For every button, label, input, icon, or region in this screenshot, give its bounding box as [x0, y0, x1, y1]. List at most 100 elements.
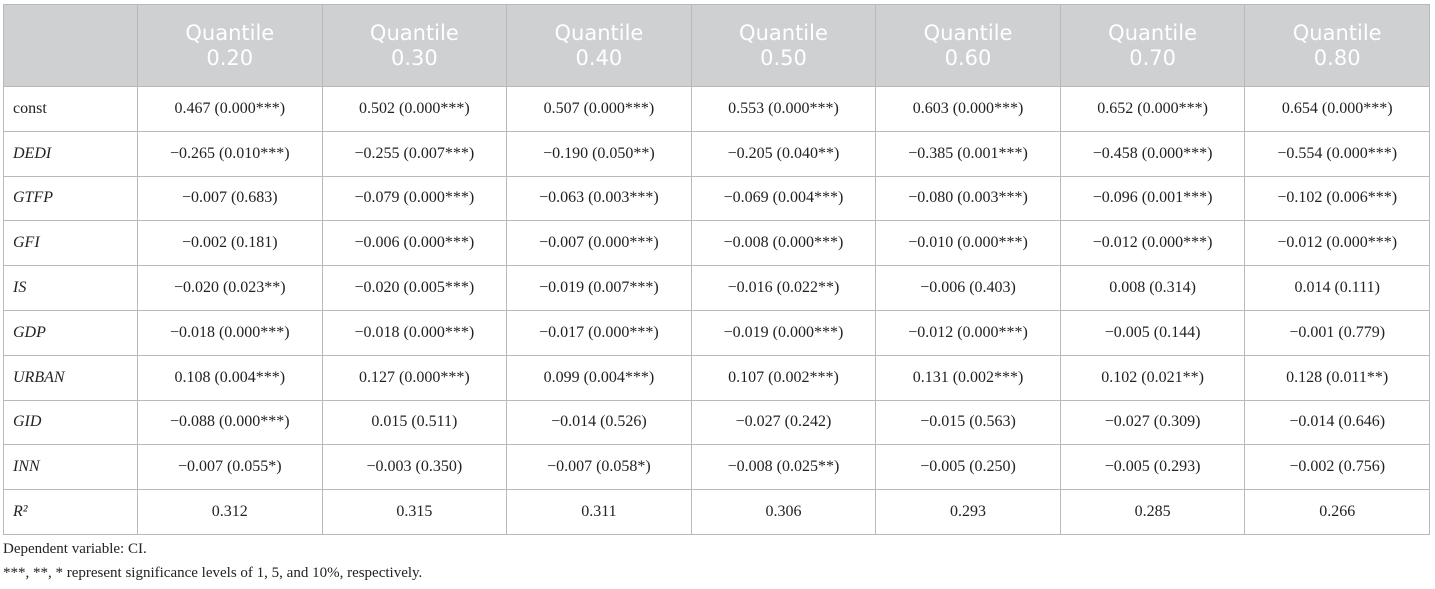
- table-cell: −0.088 (0.000***): [138, 400, 323, 445]
- table-cell: −0.012 (0.000***): [1060, 221, 1245, 266]
- table-cell: 0.293: [876, 490, 1061, 535]
- table-row: GDP −0.018 (0.000***) −0.018 (0.000***) −0.…: [4, 310, 1430, 355]
- table-notes: Dependent variable: CI. ***, **, * repre…: [3, 537, 422, 585]
- column-header: Quantile 0.20: [138, 5, 323, 87]
- row-label: URBAN: [4, 355, 138, 400]
- table-cell: −0.014 (0.646): [1245, 400, 1430, 445]
- table-cell: 0.507 (0.000***): [507, 87, 692, 132]
- table-cell: −0.008 (0.000***): [691, 221, 876, 266]
- quantile-regression-table: Quantile 0.20 Quantile 0.30 Quantile 0.40 Q…: [3, 4, 1430, 535]
- table-cell: −0.005 (0.250): [876, 445, 1061, 490]
- table-row: GTFP −0.007 (0.683) −0.079 (0.000***) −0.06…: [4, 176, 1430, 221]
- table-cell: −0.005 (0.144): [1060, 310, 1245, 355]
- table-cell: 0.654 (0.000***): [1245, 87, 1430, 132]
- table-cell: 0.014 (0.111): [1245, 266, 1430, 311]
- table-row: IS −0.020 (0.023**) −0.020 (0.005***) −0.01…: [4, 266, 1430, 311]
- table-cell: −0.005 (0.293): [1060, 445, 1245, 490]
- table-cell: −0.096 (0.001***): [1060, 176, 1245, 221]
- table-body: const 0.467 (0.000***) 0.502 (0.000***) 0.5…: [4, 87, 1430, 535]
- table-cell: −0.190 (0.050**): [507, 131, 692, 176]
- table-cell: −0.063 (0.003***): [507, 176, 692, 221]
- table-cell: −0.079 (0.000***): [322, 176, 507, 221]
- table-cell: 0.315: [322, 490, 507, 535]
- table-cell: −0.002 (0.181): [138, 221, 323, 266]
- table-cell: −0.019 (0.007***): [507, 266, 692, 311]
- table-cell: −0.069 (0.004***): [691, 176, 876, 221]
- table-cell: 0.107 (0.002***): [691, 355, 876, 400]
- row-label: DEDI: [4, 131, 138, 176]
- table-cell: 0.128 (0.011**): [1245, 355, 1430, 400]
- table-cell: −0.015 (0.563): [876, 400, 1061, 445]
- table-cell: 0.502 (0.000***): [322, 87, 507, 132]
- table-cell: 0.102 (0.021**): [1060, 355, 1245, 400]
- table-row: DEDI −0.265 (0.010***) −0.255 (0.007***) −0…: [4, 131, 1430, 176]
- column-header: Quantile 0.50: [691, 5, 876, 87]
- table-cell: −0.027 (0.309): [1060, 400, 1245, 445]
- table-cell: −0.014 (0.526): [507, 400, 692, 445]
- row-label: const: [4, 87, 138, 132]
- table-cell: −0.012 (0.000***): [1245, 221, 1430, 266]
- table-cell: −0.265 (0.010***): [138, 131, 323, 176]
- row-label: GID: [4, 400, 138, 445]
- table-cell: −0.007 (0.683): [138, 176, 323, 221]
- table-cell: 0.553 (0.000***): [691, 87, 876, 132]
- table-row: R² 0.312 0.315 0.311 0.306 0.293 0.285 0.266: [4, 490, 1430, 535]
- table-cell: −0.008 (0.025**): [691, 445, 876, 490]
- table-cell: 0.652 (0.000***): [1060, 87, 1245, 132]
- table-header: Quantile 0.20 Quantile 0.30 Quantile 0.40 Q…: [4, 5, 1430, 87]
- table-cell: 0.306: [691, 490, 876, 535]
- table-cell: −0.020 (0.005***): [322, 266, 507, 311]
- table-cell: −0.007 (0.055*): [138, 445, 323, 490]
- table-cell: −0.255 (0.007***): [322, 131, 507, 176]
- table-cell: 0.285: [1060, 490, 1245, 535]
- header-corner: [4, 5, 138, 87]
- table-cell: −0.205 (0.040**): [691, 131, 876, 176]
- note-significance-levels: ***, **, * represent significance levels…: [3, 561, 422, 585]
- table-cell: −0.002 (0.756): [1245, 445, 1430, 490]
- column-header: Quantile 0.60: [876, 5, 1061, 87]
- table-row: GID −0.088 (0.000***) 0.015 (0.511) −0.014 …: [4, 400, 1430, 445]
- table-cell: −0.006 (0.403): [876, 266, 1061, 311]
- row-label: INN: [4, 445, 138, 490]
- table-cell: 0.099 (0.004***): [507, 355, 692, 400]
- table-cell: −0.007 (0.000***): [507, 221, 692, 266]
- column-header: Quantile 0.80: [1245, 5, 1430, 87]
- table-cell: −0.385 (0.001***): [876, 131, 1061, 176]
- table-cell: −0.003 (0.350): [322, 445, 507, 490]
- table-cell: −0.027 (0.242): [691, 400, 876, 445]
- table-cell: −0.554 (0.000***): [1245, 131, 1430, 176]
- table-cell: 0.311: [507, 490, 692, 535]
- table-cell: 0.266: [1245, 490, 1430, 535]
- row-label: GTFP: [4, 176, 138, 221]
- table-cell: −0.018 (0.000***): [322, 310, 507, 355]
- table-cell: 0.467 (0.000***): [138, 87, 323, 132]
- table-cell: 0.312: [138, 490, 323, 535]
- table-cell: −0.017 (0.000***): [507, 310, 692, 355]
- row-label: IS: [4, 266, 138, 311]
- table-cell: 0.015 (0.511): [322, 400, 507, 445]
- table-cell: 0.131 (0.002***): [876, 355, 1061, 400]
- table-cell: 0.603 (0.000***): [876, 87, 1061, 132]
- table-cell: 0.127 (0.000***): [322, 355, 507, 400]
- table-cell: −0.001 (0.779): [1245, 310, 1430, 355]
- column-header: Quantile 0.70: [1060, 5, 1245, 87]
- table-cell: −0.019 (0.000***): [691, 310, 876, 355]
- table-row: INN −0.007 (0.055*) −0.003 (0.350) −0.007 (…: [4, 445, 1430, 490]
- column-header: Quantile 0.30: [322, 5, 507, 87]
- table-row: URBAN 0.108 (0.004***) 0.127 (0.000***) 0.0…: [4, 355, 1430, 400]
- table-cell: −0.458 (0.000***): [1060, 131, 1245, 176]
- table-row: GFI −0.002 (0.181) −0.006 (0.000***) −0.007…: [4, 221, 1430, 266]
- table-cell: 0.108 (0.004***): [138, 355, 323, 400]
- column-header: Quantile 0.40: [507, 5, 692, 87]
- table-cell: −0.007 (0.058*): [507, 445, 692, 490]
- table-cell: −0.020 (0.023**): [138, 266, 323, 311]
- table-cell: −0.006 (0.000***): [322, 221, 507, 266]
- table-cell: 0.008 (0.314): [1060, 266, 1245, 311]
- table-cell: −0.018 (0.000***): [138, 310, 323, 355]
- row-label: GDP: [4, 310, 138, 355]
- row-label: GFI: [4, 221, 138, 266]
- table-cell: −0.080 (0.003***): [876, 176, 1061, 221]
- row-label: R²: [4, 490, 138, 535]
- table-cell: −0.012 (0.000***): [876, 310, 1061, 355]
